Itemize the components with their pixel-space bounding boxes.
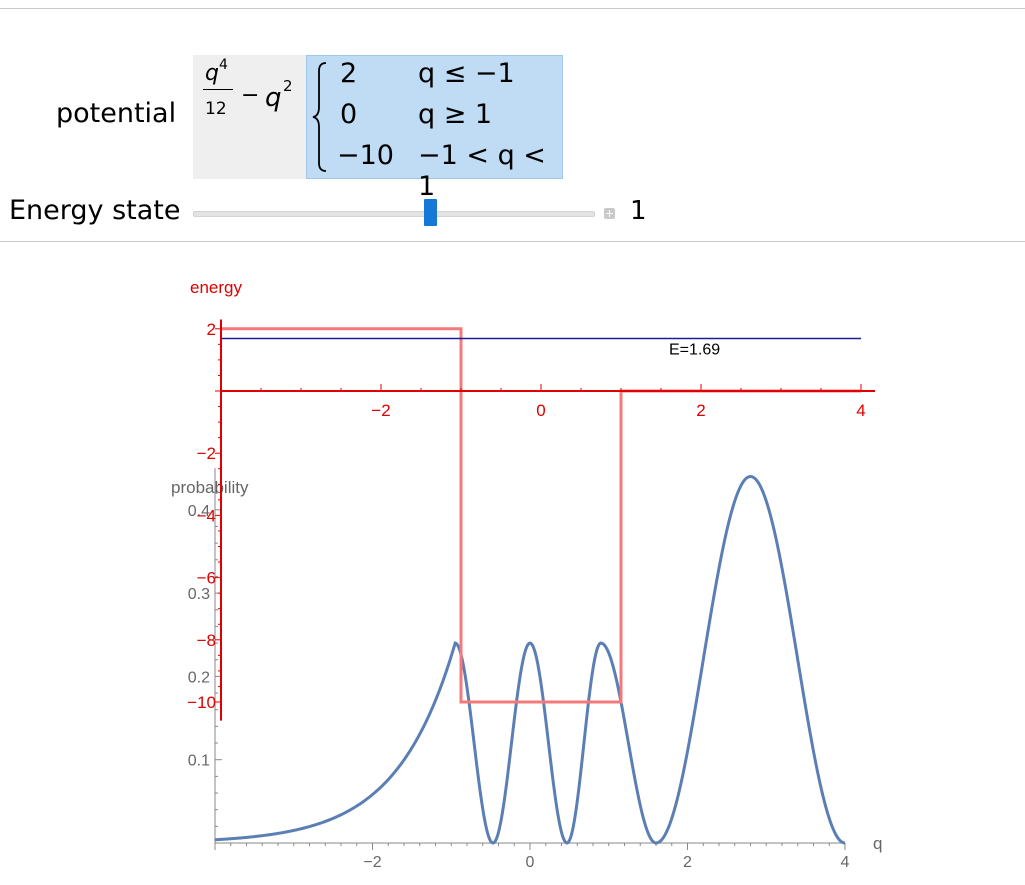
probability-x-tick-label: 0 xyxy=(526,854,535,871)
energy-x-tick-label: 4 xyxy=(856,401,865,420)
minus-sign: − xyxy=(241,83,260,108)
energy-axis-label: energy xyxy=(190,278,242,297)
potential-label: potential xyxy=(56,98,177,129)
controls-divider xyxy=(0,241,1025,242)
variable-exponent: 2 xyxy=(283,77,293,95)
energy-y-tick-label: −6 xyxy=(197,569,216,588)
probability-x-tick-label: −2 xyxy=(363,854,381,871)
piece-value-1: 2 xyxy=(340,58,358,89)
numerator-exponent: 4 xyxy=(219,57,228,73)
probability-y-tick-label: 0.4 xyxy=(188,503,210,520)
fraction-bar xyxy=(203,89,233,90)
probability-axis-label: probability xyxy=(171,478,249,497)
energy-state-label: Energy state xyxy=(9,195,181,226)
piece-condition-3: −1 < q < 1 xyxy=(418,140,546,202)
expand-plus-icon[interactable]: + xyxy=(604,207,615,220)
energy-x-tick-label: 0 xyxy=(536,401,545,420)
energy-state-slider-thumb[interactable] xyxy=(424,199,437,226)
piece-condition-1: q ≤ −1 xyxy=(418,58,515,89)
energy-state-slider-track[interactable] xyxy=(193,211,595,217)
energy-y-tick-label: −2 xyxy=(197,444,216,463)
top-divider xyxy=(0,8,1025,9)
energy-x-tick-label: −2 xyxy=(371,401,390,420)
energy-y-tick-label: −4 xyxy=(197,506,216,525)
potential-expression-box[interactable]: q 4 12 − q 2 xyxy=(193,55,306,179)
energy-y-tick-label: 2 xyxy=(207,320,216,339)
energy-state-value: 1 xyxy=(630,196,647,226)
piece-value-3: −10 xyxy=(337,140,394,171)
probability-density-curve xyxy=(214,474,846,845)
probability-x-tick-label: 4 xyxy=(841,854,850,871)
piecewise-selection[interactable]: 2 q ≤ −1 0 q ≥ 1 −10 −1 < q < 1 xyxy=(306,55,563,202)
piece-condition-2: q ≥ 1 xyxy=(418,99,493,130)
numerator-variable: q xyxy=(205,61,219,86)
energy-y-tick-label: −10 xyxy=(187,693,216,712)
probability-y-tick-label: 0.1 xyxy=(188,753,210,770)
energy-y-tick-label: −8 xyxy=(197,631,216,650)
energy-x-tick-label: 2 xyxy=(696,401,705,420)
energy-level-label: E=1.69 xyxy=(669,341,720,358)
variable-q: q xyxy=(265,83,282,113)
brace-icon xyxy=(312,62,327,172)
probability-y-tick-label: 0.3 xyxy=(188,586,210,603)
q-axis-label: q xyxy=(873,834,882,853)
denominator: 12 xyxy=(205,99,227,119)
probability-x-tick-label: 2 xyxy=(683,854,692,871)
piece-value-2: 0 xyxy=(340,99,358,130)
probability-y-tick-label: 0.2 xyxy=(188,669,210,686)
